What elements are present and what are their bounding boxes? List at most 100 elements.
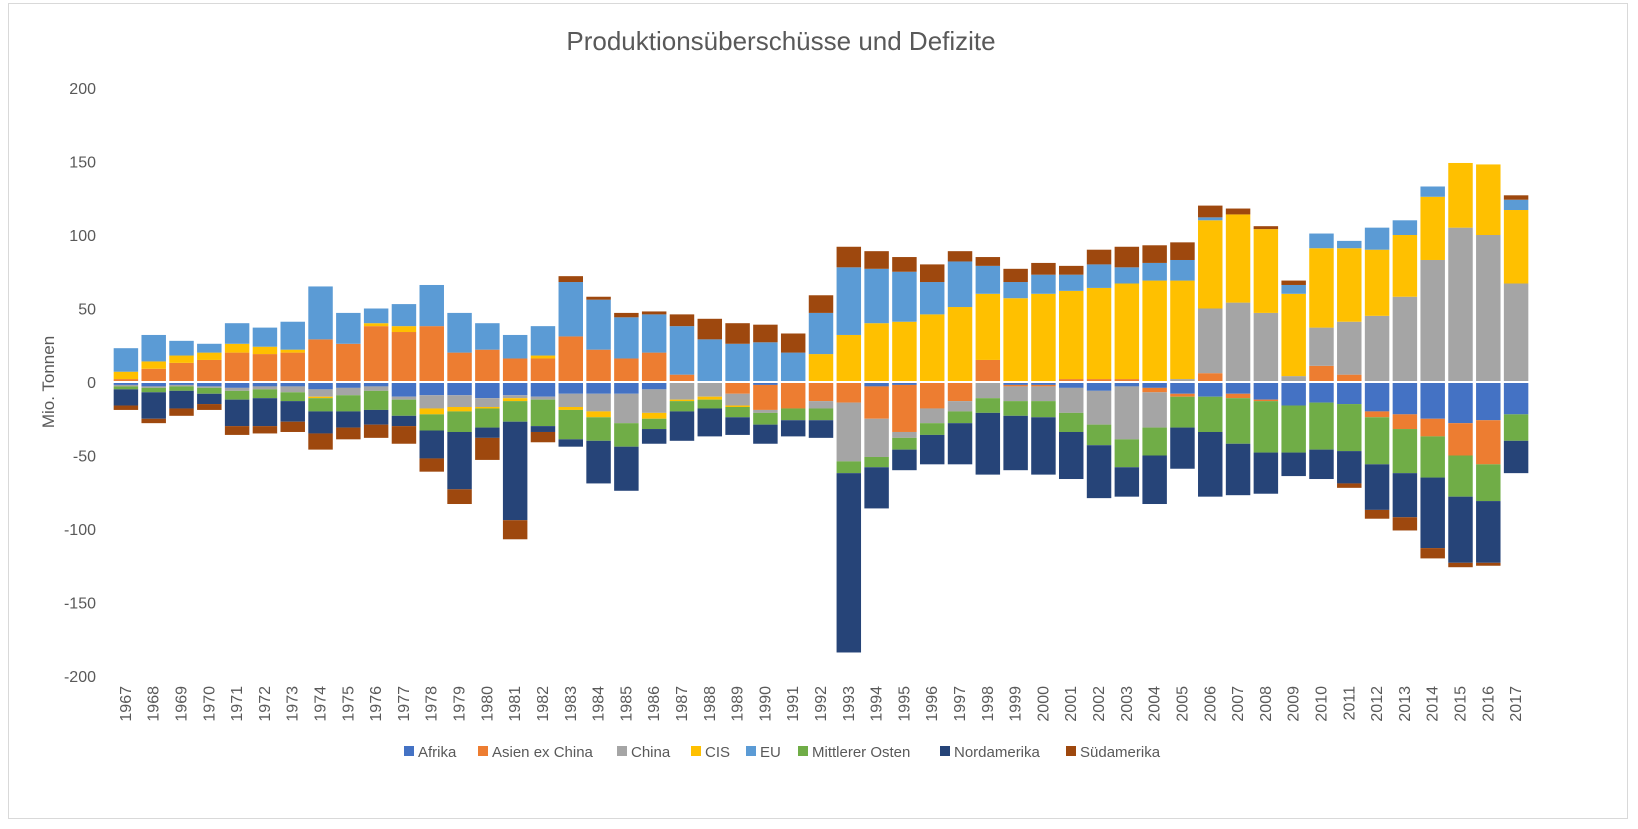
bar-segment-1993-cis xyxy=(836,334,862,382)
bar-segment-1967-cis xyxy=(113,371,139,380)
bar-segment-1986-cis xyxy=(641,412,667,419)
bar-segment-1992-eu xyxy=(808,312,834,355)
bar-segment-1992-asien-ex-china xyxy=(808,382,834,402)
bar-segment-1994-nordamerika xyxy=(864,467,889,509)
bar-segment-2006-china xyxy=(1198,308,1223,374)
bar-segment-1995-afrika xyxy=(892,382,917,385)
bar-segment-1985-afrika xyxy=(614,382,639,394)
bar-segment-2013-cis xyxy=(1392,235,1418,297)
bar-segment-1985-nordamerika xyxy=(614,446,639,491)
bar-segment-1971-cis xyxy=(224,343,250,353)
bar-segment-2009-mittlerer-osten xyxy=(1281,405,1306,453)
bar-segment-1984-nordamerika xyxy=(586,440,611,484)
bar-segment-2005-eu xyxy=(1170,259,1195,281)
bar-segment-1980-nordamerika xyxy=(475,427,500,438)
bar-segment-1979-cis xyxy=(447,406,472,412)
bar-segment-1995-mittlerer-osten xyxy=(892,437,917,450)
bar-segment-1979-afrika xyxy=(447,382,472,396)
bar-segment-2002-eu xyxy=(1086,264,1112,288)
bar-segment-2015-mittlerer-osten xyxy=(1448,455,1473,497)
bar-segment-2016-mittlerer-osten xyxy=(1476,464,1501,502)
bar-segment-2017-china xyxy=(1503,283,1529,382)
bar-segment-2010-asien-ex-china xyxy=(1309,365,1334,382)
bar-segment-2005-südamerika xyxy=(1170,242,1195,260)
bar-segment-1971-asien-ex-china xyxy=(224,352,250,382)
bar-segment-2010-nordamerika xyxy=(1309,449,1334,480)
bar-segment-1971-nordamerika xyxy=(224,399,250,427)
x-tick-label: 1990 xyxy=(757,686,774,722)
bar-segment-2011-cis xyxy=(1337,248,1362,322)
bar-segment-1968-mittlerer-osten xyxy=(141,387,166,393)
bar-segment-1998-eu xyxy=(975,265,1001,294)
bar-segment-2000-asien-ex-china xyxy=(1031,384,1056,387)
x-tick-label: 1986 xyxy=(646,686,663,722)
bar-segment-1985-südamerika xyxy=(614,312,639,318)
bar-segment-1975-mittlerer-osten xyxy=(336,395,361,412)
bar-segment-1992-china xyxy=(808,401,834,409)
bar-segment-1989-cis xyxy=(725,405,750,407)
bar-segment-1995-südamerika xyxy=(892,257,917,272)
y-tick-label: -200 xyxy=(64,669,96,686)
y-axis-label: Mio. Tonnen xyxy=(39,336,58,428)
bar-segment-2008-südamerika xyxy=(1253,226,1279,230)
bar-segment-2012-asien-ex-china xyxy=(1364,411,1390,418)
bar-segment-2005-nordamerika xyxy=(1170,427,1195,469)
bar-segment-2017-afrika xyxy=(1503,382,1529,415)
bar-segment-2003-südamerika xyxy=(1114,246,1140,268)
bar-segment-1998-asien-ex-china xyxy=(975,359,1001,382)
bar-segment-2011-nordamerika xyxy=(1337,451,1362,484)
bar-segment-1980-mittlerer-osten xyxy=(475,408,500,428)
bar-segment-2014-afrika xyxy=(1420,382,1445,419)
x-tick-label: 1974 xyxy=(313,686,330,722)
bar-segment-1983-nordamerika xyxy=(558,439,583,447)
x-tick-label: 2004 xyxy=(1147,686,1164,722)
y-tick-label: -100 xyxy=(64,522,96,539)
bar-segment-1976-südamerika xyxy=(363,424,389,438)
bar-segment-2009-eu xyxy=(1281,284,1306,294)
bar-segment-1977-mittlerer-osten xyxy=(391,399,417,416)
bar-segment-1978-cis xyxy=(419,408,444,415)
y-tick-label: -150 xyxy=(64,596,96,613)
legend-label: EU xyxy=(760,744,781,761)
bar-segment-1978-nordamerika xyxy=(419,430,444,459)
bar-segment-1977-eu xyxy=(391,304,417,327)
bar-segment-1986-eu xyxy=(641,314,667,353)
bar-segment-1976-china xyxy=(363,386,389,391)
bar-segment-2001-mittlerer-osten xyxy=(1059,412,1084,432)
x-tick-label: 2005 xyxy=(1175,686,1192,722)
bar-segment-2006-cis xyxy=(1198,220,1223,309)
bar-segment-1989-mittlerer-osten xyxy=(725,406,750,418)
bar-segment-2000-nordamerika xyxy=(1031,417,1056,475)
bar-segment-2011-eu xyxy=(1337,240,1362,249)
bar-segment-1974-mittlerer-osten xyxy=(308,398,333,412)
bar-segment-2016-afrika xyxy=(1476,382,1501,421)
bar-segment-1971-eu xyxy=(224,323,250,344)
bar-segment-1993-china xyxy=(836,402,862,462)
bar-segment-2006-südamerika xyxy=(1198,205,1223,218)
bar-segment-1970-nordamerika xyxy=(197,393,222,405)
bar-segment-2012-mittlerer-osten xyxy=(1364,417,1390,465)
bar-segment-1988-china xyxy=(697,382,723,397)
bar-segment-2000-china xyxy=(1031,386,1056,402)
bar-segment-1969-china xyxy=(169,384,194,387)
bar-segment-2007-mittlerer-osten xyxy=(1225,398,1251,444)
bar-segment-2000-mittlerer-osten xyxy=(1031,401,1056,418)
bar-segment-1978-asien-ex-china xyxy=(419,326,444,382)
bar-segment-1990-china xyxy=(753,409,778,413)
bar-segment-1988-nordamerika xyxy=(697,408,723,437)
bar-segment-1971-afrika xyxy=(224,382,250,388)
bar-segment-1971-mittlerer-osten xyxy=(224,390,250,400)
x-tick-label: 1977 xyxy=(396,686,413,722)
bar-segment-2007-nordamerika xyxy=(1225,443,1251,496)
bar-segment-1992-mittlerer-osten xyxy=(808,408,834,421)
bar-segment-1984-mittlerer-osten xyxy=(586,417,611,441)
bar-segment-1996-cis xyxy=(919,314,945,382)
bar-segment-1967-afrika xyxy=(113,382,139,385)
x-tick-label: 1976 xyxy=(368,686,385,722)
x-tick-label: 1971 xyxy=(229,686,246,722)
legend-swatch xyxy=(798,746,808,756)
y-tick-label: 50 xyxy=(78,302,96,319)
bar-segment-1997-mittlerer-osten xyxy=(947,411,973,424)
bar-segment-1999-asien-ex-china xyxy=(1003,384,1028,387)
bar-segment-2007-asien-ex-china xyxy=(1225,393,1251,399)
